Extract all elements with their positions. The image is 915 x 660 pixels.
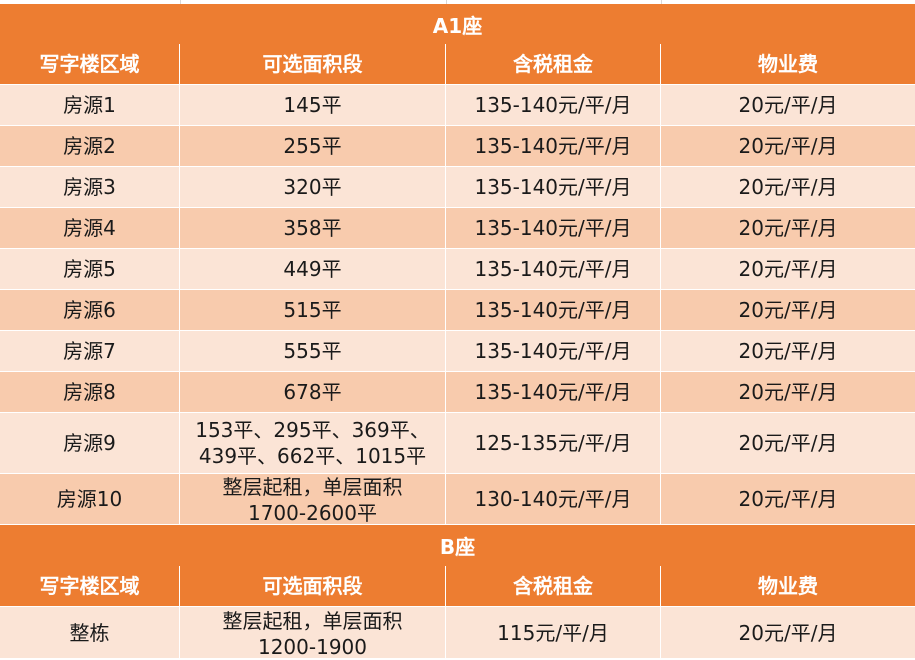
cell-listing[interactable]: 房源2 xyxy=(0,126,180,167)
table-row: 整栋 整层起租，单层面积 1200-1900 115元/平/月 20元/平/月 xyxy=(0,607,915,659)
header-cell-fee[interactable]: 物业费 xyxy=(661,566,915,607)
cell-listing[interactable]: 整栋 xyxy=(0,607,180,659)
table-row: 房源10 整层起租，单层面积 1700-2600平 130-140元/平/月 2… xyxy=(0,474,915,525)
cell-fee[interactable]: 20元/平/月 xyxy=(661,290,915,331)
cell-listing[interactable]: 房源7 xyxy=(0,331,180,372)
cell-rent[interactable]: 130-140元/平/月 xyxy=(446,474,661,525)
cell-fee[interactable]: 20元/平/月 xyxy=(661,474,915,525)
table-row: 房源1 145平 135-140元/平/月 20元/平/月 xyxy=(0,85,915,126)
cell-rent[interactable]: 115元/平/月 xyxy=(446,607,661,659)
table-row: 房源3 320平 135-140元/平/月 20元/平/月 xyxy=(0,167,915,208)
cell-size[interactable]: 整层起租，单层面积 1200-1900 xyxy=(180,607,446,659)
table-row: 房源6 515平 135-140元/平/月 20元/平/月 xyxy=(0,290,915,331)
header-cell-fee[interactable]: 物业费 xyxy=(661,44,915,85)
cell-listing[interactable]: 房源3 xyxy=(0,167,180,208)
cell-listing[interactable]: 房源1 xyxy=(0,85,180,126)
cell-rent[interactable]: 135-140元/平/月 xyxy=(446,372,661,413)
table-row: 房源9 153平、295平、369平、 439平、662平、1015平 125-… xyxy=(0,413,915,474)
table-row: 房源8 678平 135-140元/平/月 20元/平/月 xyxy=(0,372,915,413)
cell-size[interactable]: 255平 xyxy=(180,126,446,167)
cell-size[interactable]: 515平 xyxy=(180,290,446,331)
section-title-b[interactable]: B座 xyxy=(0,525,915,567)
cell-rent[interactable]: 135-140元/平/月 xyxy=(446,290,661,331)
header-cell-size[interactable]: 可选面积段 xyxy=(180,566,446,607)
header-cell-size[interactable]: 可选面积段 xyxy=(180,44,446,85)
cell-listing[interactable]: 房源10 xyxy=(0,474,180,525)
header-cell-rent[interactable]: 含税租金 xyxy=(446,566,661,607)
cell-size[interactable]: 153平、295平、369平、 439平、662平、1015平 xyxy=(180,413,446,474)
cell-fee[interactable]: 20元/平/月 xyxy=(661,208,915,249)
cell-listing[interactable]: 房源5 xyxy=(0,249,180,290)
cell-listing[interactable]: 房源4 xyxy=(0,208,180,249)
gridline xyxy=(180,0,181,4)
cell-fee[interactable]: 20元/平/月 xyxy=(661,331,915,372)
cell-rent[interactable]: 125-135元/平/月 xyxy=(446,413,661,474)
cell-rent[interactable]: 135-140元/平/月 xyxy=(446,208,661,249)
top-grid-strip xyxy=(0,0,915,4)
gridline xyxy=(446,0,447,4)
section-title-a1[interactable]: A1座 xyxy=(0,4,915,45)
cell-fee[interactable]: 20元/平/月 xyxy=(661,85,915,126)
cell-size[interactable]: 320平 xyxy=(180,167,446,208)
cell-listing[interactable]: 房源9 xyxy=(0,413,180,474)
gridline xyxy=(661,0,662,4)
table-header-row-a1: 写字楼区域 可选面积段 含税租金 物业费 xyxy=(0,44,915,85)
header-cell-area[interactable]: 写字楼区域 xyxy=(0,566,180,607)
cell-size[interactable]: 358平 xyxy=(180,208,446,249)
cell-rent[interactable]: 135-140元/平/月 xyxy=(446,331,661,372)
cell-fee[interactable]: 20元/平/月 xyxy=(661,249,915,290)
table-row: 房源7 555平 135-140元/平/月 20元/平/月 xyxy=(0,331,915,372)
cell-fee[interactable]: 20元/平/月 xyxy=(661,372,915,413)
cell-fee[interactable]: 20元/平/月 xyxy=(661,167,915,208)
cell-size[interactable]: 555平 xyxy=(180,331,446,372)
header-cell-area[interactable]: 写字楼区域 xyxy=(0,44,180,85)
cell-rent[interactable]: 135-140元/平/月 xyxy=(446,249,661,290)
cell-rent[interactable]: 135-140元/平/月 xyxy=(446,126,661,167)
table-header-row-b: 写字楼区域 可选面积段 含税租金 物业费 xyxy=(0,566,915,607)
cell-fee[interactable]: 20元/平/月 xyxy=(661,413,915,474)
cell-size[interactable]: 449平 xyxy=(180,249,446,290)
cell-fee[interactable]: 20元/平/月 xyxy=(661,607,915,659)
cell-size[interactable]: 678平 xyxy=(180,372,446,413)
header-cell-rent[interactable]: 含税租金 xyxy=(446,44,661,85)
cell-size[interactable]: 145平 xyxy=(180,85,446,126)
cell-rent[interactable]: 135-140元/平/月 xyxy=(446,167,661,208)
table-row: 房源2 255平 135-140元/平/月 20元/平/月 xyxy=(0,126,915,167)
cell-size[interactable]: 整层起租，单层面积 1700-2600平 xyxy=(180,474,446,525)
cell-listing[interactable]: 房源8 xyxy=(0,372,180,413)
table-row: 房源4 358平 135-140元/平/月 20元/平/月 xyxy=(0,208,915,249)
cell-listing[interactable]: 房源6 xyxy=(0,290,180,331)
table-row: 房源5 449平 135-140元/平/月 20元/平/月 xyxy=(0,249,915,290)
cell-rent[interactable]: 135-140元/平/月 xyxy=(446,85,661,126)
cell-fee[interactable]: 20元/平/月 xyxy=(661,126,915,167)
